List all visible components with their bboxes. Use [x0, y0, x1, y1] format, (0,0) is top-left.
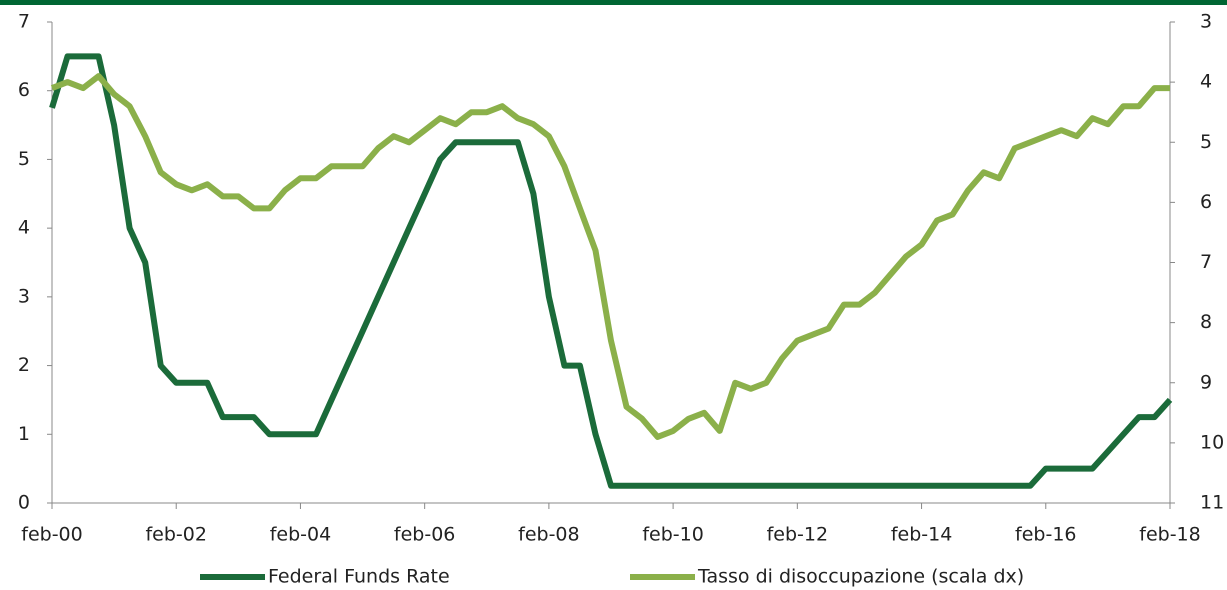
y2-tick-label: 3	[1200, 11, 1212, 33]
x-tick-label: feb-14	[891, 524, 952, 546]
y2-tick-label: 8	[1200, 311, 1212, 333]
y-tick-label: 5	[18, 148, 30, 170]
series-line	[49, 53, 1173, 489]
legend-label: Federal Funds Rate	[268, 566, 450, 588]
y2-tick-label: 5	[1200, 131, 1212, 153]
x-tick-label: feb-04	[270, 524, 331, 546]
y2-tick-label: 4	[1200, 71, 1212, 93]
y-tick-label: 0	[18, 492, 30, 514]
x-tick-label: feb-00	[21, 524, 82, 546]
y-tick-label: 2	[18, 354, 30, 376]
legend-label: Tasso di disoccupazione (scala dx)	[697, 566, 1024, 588]
y2-tick-label: 10	[1200, 431, 1224, 453]
x-tick-label: feb-16	[1015, 524, 1076, 546]
y2-tick-label: 7	[1200, 251, 1212, 273]
y-tick-label: 1	[18, 423, 30, 445]
y-tick-label: 6	[18, 79, 30, 101]
y2-tick-label: 11	[1200, 492, 1224, 514]
x-tick-label: feb-12	[767, 524, 828, 546]
x-tick-label: feb-06	[394, 524, 455, 546]
y-tick-label: 3	[18, 285, 30, 307]
y2-tick-label: 6	[1200, 191, 1212, 213]
y2-tick-label: 9	[1200, 371, 1212, 393]
series-line	[50, 73, 1170, 440]
top-bar	[0, 0, 1227, 5]
y-tick-label: 7	[18, 11, 30, 33]
x-tick-label: feb-02	[145, 524, 206, 546]
x-tick-label: feb-10	[642, 524, 703, 546]
x-tick-label: feb-08	[518, 524, 579, 546]
x-tick-label: feb-18	[1139, 524, 1200, 546]
y-tick-label: 4	[18, 217, 30, 239]
